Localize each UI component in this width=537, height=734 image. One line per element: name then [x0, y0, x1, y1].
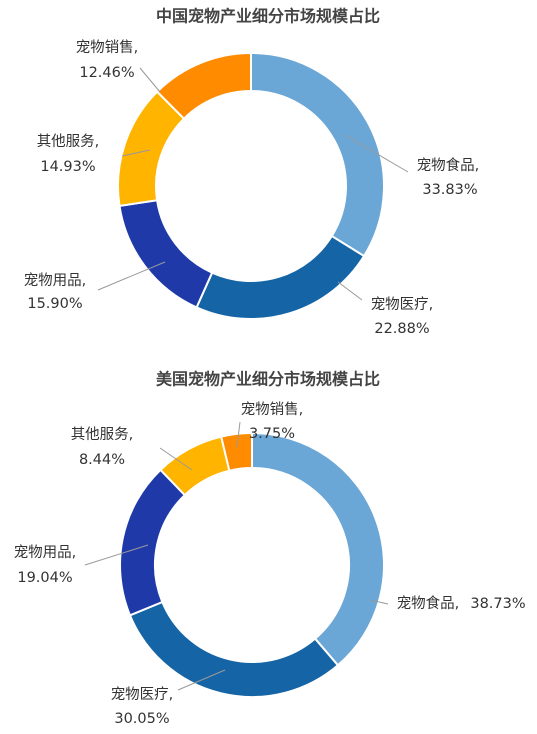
value-label: 30.05% [114, 711, 169, 727]
category-label: 宠物销售, [241, 401, 304, 418]
donut-segment [250, 51, 385, 258]
donut-segment [119, 468, 187, 617]
donut-segment [195, 234, 366, 320]
value-label: 8.44% [79, 452, 125, 468]
value-label: 33.83% [422, 182, 477, 198]
leader-line [177, 669, 226, 691]
category-label: 宠物医疗, [111, 686, 174, 703]
chart-title: 美国宠物产业细分市场规模占比 [156, 370, 380, 389]
category-label: 宠物食品, [397, 595, 460, 612]
donut-segment [219, 431, 253, 472]
value-label: 19.04% [17, 570, 72, 586]
leader-line [159, 447, 193, 471]
donut-segment [251, 431, 385, 667]
chart-title: 中国宠物产业细分市场规模占比 [156, 7, 380, 26]
category-label: 宠物食品, [417, 157, 480, 174]
donut-segment [155, 51, 252, 121]
leader-line [337, 281, 363, 301]
donut-segment [128, 600, 340, 698]
category-label: 其他服务, [71, 426, 134, 443]
leader-line [121, 149, 151, 157]
leader-line [236, 421, 241, 448]
donut-segment [118, 199, 214, 309]
value-label: 12.46% [79, 65, 134, 81]
leader-line [84, 544, 149, 566]
category-label: 宠物用品, [24, 272, 87, 289]
leader-line [97, 261, 166, 291]
leader-line [139, 67, 161, 93]
value-label: 14.93% [40, 159, 95, 175]
leader-line [369, 599, 389, 605]
value-label: 38.73% [470, 596, 525, 612]
value-label: 15.90% [27, 296, 82, 312]
category-label: 宠物用品, [14, 544, 77, 561]
category-label: 宠物医疗, [371, 296, 434, 313]
category-label: 其他服务, [37, 133, 100, 150]
value-label: 3.75% [249, 426, 295, 442]
value-label: 22.88% [374, 321, 429, 337]
leader-line [344, 134, 409, 173]
category-label: 宠物销售, [76, 39, 139, 56]
